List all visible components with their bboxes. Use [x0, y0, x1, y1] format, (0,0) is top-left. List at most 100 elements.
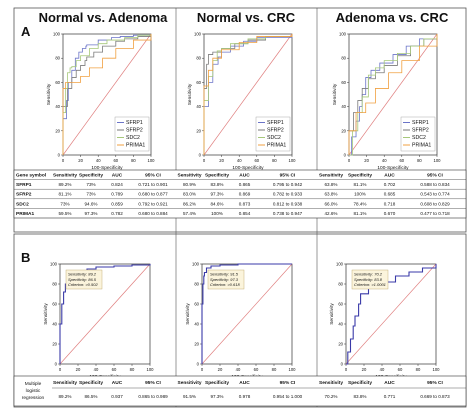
table-cell: 66.0%: [324, 201, 337, 206]
panel-title: Adenoma vs. CRC: [336, 10, 449, 25]
roc-curve: [346, 264, 437, 365]
gene-symbol: SDC2: [16, 201, 29, 207]
y-tick-label: 40: [338, 322, 343, 327]
y-axis-label: Sensitivity: [332, 83, 338, 105]
x-tick-label: 60: [398, 367, 403, 372]
y-tick-label: 40: [194, 322, 199, 327]
y-tick-label: 20: [55, 128, 60, 133]
roc-chart: 00 20 20 40 40 60 60 80 80 100 100 100-Specificity S…: [187, 32, 296, 172]
panel-b-frame: [13, 233, 467, 408]
table-header: AUC: [112, 380, 123, 386]
table-cell: 0.873: [239, 201, 251, 206]
table-cell: 83.8%: [353, 394, 366, 399]
sdc2-curve: [62, 34, 152, 155]
table-cell: 97.3%: [84, 211, 97, 216]
note-line: Specificity: 86.5: [68, 277, 97, 282]
y-tick-label: 0: [197, 362, 200, 367]
table-cell: 97.3%: [210, 192, 223, 197]
note-line: Sensitivity: 70.2: [354, 272, 383, 277]
table-cell: 0.859: [111, 201, 123, 206]
gene-symbol: SFRP2: [16, 192, 32, 198]
y-axis-label: Sensitivity: [329, 303, 335, 325]
table-cell: 86.2%: [183, 201, 196, 206]
table-cell: 91.5%: [183, 394, 196, 399]
note-line: Criterion: >1.0001: [354, 282, 386, 287]
y-axis-label: Sensitivity: [43, 303, 49, 325]
x-tick-label: 20: [362, 367, 367, 372]
table-header: Specificity: [348, 380, 372, 386]
x-tick-label: 100: [433, 367, 441, 372]
note-line: Criterion: >0.502: [68, 282, 98, 287]
x-tick-label: 20: [78, 158, 83, 163]
table-border: [13, 169, 467, 219]
reference-diagonal: [62, 33, 152, 156]
row-label: logistic: [26, 388, 41, 394]
x-tick-label: 0: [62, 158, 65, 163]
table-cell: 0.685: [384, 192, 396, 197]
table-cell: 70.2%: [324, 394, 337, 399]
table-cell: 0.588 to 0.834: [420, 182, 450, 187]
table-header: AUC: [384, 380, 395, 386]
note-line: Specificity: 97.3: [210, 277, 239, 282]
y-axis-label: Sensitivity: [185, 303, 191, 325]
table-cell: 0.865: [239, 182, 251, 187]
x-tick-label: 60: [399, 158, 404, 163]
table-header: 95% CI: [145, 380, 161, 386]
table-cell: 78.4%: [353, 201, 366, 206]
charts-layer: 002020404060608080100100100-SpecificityS…: [43, 32, 441, 381]
y-tick-label: 80: [196, 56, 201, 61]
x-tick-label: 80: [416, 367, 421, 372]
table-cell: 0.477 to 0.718: [420, 211, 450, 216]
table-cell: 0.795 to 0.942: [273, 182, 303, 187]
panel-title: Normal vs. CRC: [197, 10, 296, 25]
table-header: AUC: [239, 173, 250, 179]
tables-layer: Gene symbol Sensitivity Specificity AUC 95% …: [13, 169, 467, 407]
y-tick-label: 40: [196, 104, 201, 109]
note-box: [65, 269, 103, 290]
table-cell: 59.5%: [58, 211, 71, 216]
table-cell: 0.978: [239, 394, 251, 399]
x-tick-label: 100: [434, 158, 442, 163]
table-cell: 0.937: [111, 394, 123, 399]
table-row: SFRP1 89.2% 73% 0.824 0.721 to 0.901 80.9% 83.…: [16, 182, 450, 188]
table-a: Gene symbol Sensitivity Specificity AUC 95% …: [13, 169, 467, 219]
x-tick-label: 80: [130, 367, 135, 372]
roc-chart: 00 20 20 40 40 60 60 80 80 100 100 100-Specificity S…: [46, 32, 155, 172]
table-header: Specificity: [348, 173, 372, 179]
table-cell: 0.669 to 0.873: [420, 394, 450, 399]
y-tick-label: 0: [344, 153, 347, 158]
prima1-curve: [203, 34, 293, 155]
table-row: SDC2 73% 94.6% 0.859 0.792 to 0.921 86.2% 84.6…: [16, 201, 450, 207]
y-axis-label: Sensitivity: [187, 83, 193, 105]
table-cell: 81.1%: [353, 211, 366, 216]
table-cell: 84.6%: [210, 201, 223, 206]
table-cell: 0.738 to 0.947: [273, 211, 303, 216]
reference-diagonal: [201, 263, 293, 365]
y-tick-label: 100: [339, 32, 347, 37]
note-line: Sensitivity: 89.2: [68, 272, 97, 277]
table-header: Sensitivity: [178, 380, 202, 386]
x-tick-label: 80: [417, 158, 422, 163]
x-tick-label: 0: [203, 158, 206, 163]
y-tick-label: 20: [52, 342, 57, 347]
table-header: Specificity: [205, 380, 229, 386]
table-cell: 94.6%: [84, 201, 97, 206]
table-cell: 83.8%: [210, 182, 223, 187]
x-axis-label: 100-Specificity: [232, 165, 264, 171]
table-cell: 73%: [60, 201, 69, 206]
table-cell: 0.954 to 1.000: [273, 394, 303, 399]
x-tick-label: 40: [94, 367, 99, 372]
table-row: PRIMA1 59.5% 97.3% 0.782 0.680 to 0.884 57.4%…: [16, 211, 450, 217]
x-tick-label: 0: [348, 158, 351, 163]
table-header: Specificity: [205, 173, 229, 179]
y-tick-label: 100: [53, 32, 61, 37]
legend-label: SFRP1: [126, 120, 143, 126]
table-cell: 0.782 to 0.933: [273, 192, 303, 197]
table-cell: 81.1%: [353, 182, 366, 187]
